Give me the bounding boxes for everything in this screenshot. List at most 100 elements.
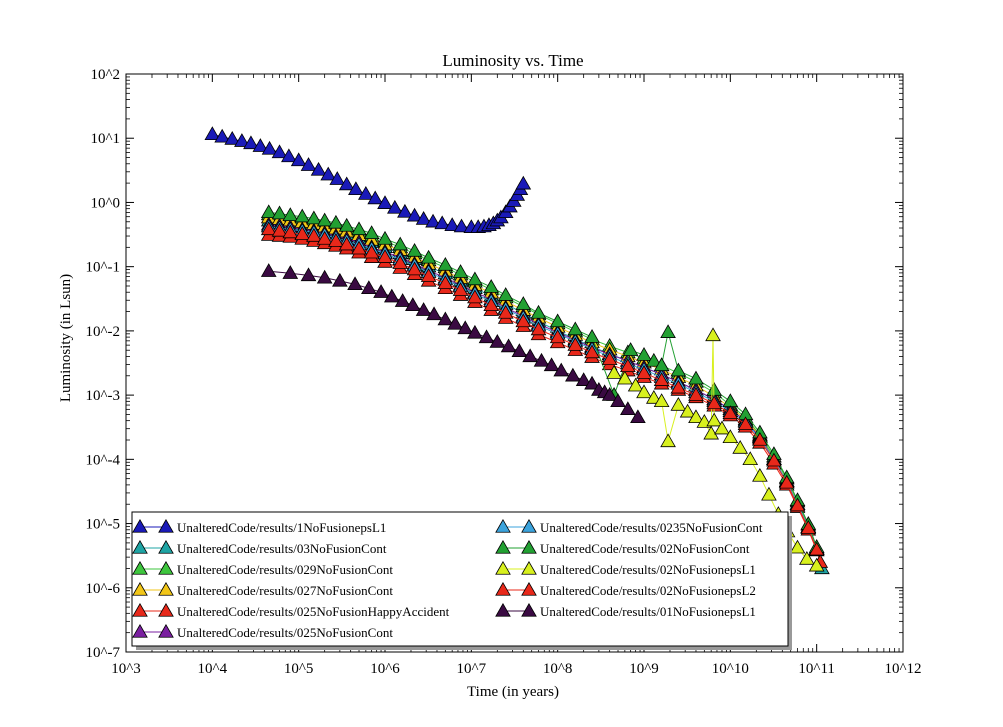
data-point: [406, 242, 423, 257]
data-point: [467, 289, 483, 304]
data-point: [386, 199, 403, 214]
data-point: [425, 213, 441, 228]
data-point: [406, 207, 423, 222]
data-point: [320, 166, 337, 181]
data-point: [789, 539, 806, 554]
legend-label: UnalteredCode/results/027NoFusionCont: [177, 583, 393, 598]
x-tick-label: 10^3: [111, 661, 141, 677]
data-point: [808, 541, 825, 556]
legend-marker: [521, 539, 537, 554]
legend-marker: [132, 602, 148, 617]
data-point: [703, 425, 720, 440]
data-point: [361, 280, 377, 294]
x-tick-label: 10^6: [370, 661, 400, 677]
chart-title: Luminosity vs. Time: [442, 51, 583, 70]
data-point: [294, 226, 311, 240]
legend-marker: [158, 581, 174, 596]
data-point: [306, 227, 322, 242]
data-point: [565, 367, 581, 382]
legend-marker: [158, 602, 174, 617]
y-tick-label: 10^-1: [85, 260, 120, 276]
data-point: [377, 195, 393, 209]
data-point: [234, 133, 250, 147]
x-tick-label: 10^12: [884, 661, 921, 677]
series-8: [606, 327, 825, 572]
data-point: [584, 329, 600, 343]
data-point: [406, 261, 423, 276]
legend-marker: [495, 518, 511, 533]
data-point: [300, 157, 317, 171]
data-point: [483, 297, 500, 311]
data-point: [260, 263, 277, 277]
data-point: [515, 296, 532, 310]
data-point: [404, 297, 421, 311]
data-point: [467, 271, 483, 286]
legend-item: UnalteredCode/results/03NoFusionCont: [132, 539, 387, 556]
x-tick-label: 10^11: [798, 661, 834, 677]
data-point: [260, 204, 277, 219]
legend-marker: [521, 602, 537, 617]
data-point: [437, 256, 454, 271]
data-point: [281, 148, 297, 163]
y-tick-label: 10^-5: [85, 517, 120, 533]
series-0: [204, 126, 532, 233]
data-point: [722, 405, 739, 420]
legend-marker: [495, 581, 511, 596]
data-point: [706, 412, 723, 427]
data-point: [415, 211, 432, 225]
data-point: [338, 217, 355, 232]
legend-item: UnalteredCode/results/1NoFusionepsL1: [132, 518, 386, 535]
data-point: [515, 175, 532, 190]
data-point: [567, 321, 584, 336]
data-point: [610, 393, 626, 407]
data-point: [500, 338, 517, 353]
x-tick-label: 10^4: [198, 661, 228, 677]
data-point: [483, 279, 500, 293]
y-tick-label: 10^-3: [85, 388, 120, 404]
data-point: [290, 152, 307, 167]
data-point: [714, 420, 730, 435]
y-tick-label: 10^-2: [85, 324, 120, 340]
data-point: [316, 212, 333, 227]
axis-ticks: 10^3 10^4 10^5 10^6 10^7 10^8 10^9 10^10 10^11 10…: [85, 67, 921, 677]
data-point: [392, 255, 409, 269]
data-point: [575, 372, 592, 386]
legend-label: UnalteredCode/results/02NoFusionepsL2: [540, 583, 756, 598]
x-tick-label: 10^5: [284, 661, 314, 677]
data-point: [752, 467, 768, 482]
legend-item: UnalteredCode/results/025NoFusionCont: [132, 623, 393, 640]
data-point: [497, 304, 514, 319]
x-tick-label: 10^10: [712, 661, 749, 677]
data-point: [567, 337, 584, 351]
data-point: [348, 181, 364, 196]
data-point: [300, 267, 317, 282]
data-point: [706, 395, 723, 410]
data-point: [737, 416, 754, 431]
legend-item: UnalteredCode/results/027NoFusionCont: [132, 581, 393, 598]
data-point: [294, 208, 311, 223]
data-point: [328, 233, 344, 247]
legend-marker: [495, 560, 511, 575]
data-point: [447, 315, 464, 330]
data-point: [789, 497, 806, 512]
data-point: [679, 403, 696, 418]
data-point: [530, 321, 547, 336]
legend-marker: [521, 518, 537, 533]
data-point: [761, 486, 777, 501]
data-point: [530, 304, 547, 319]
data-point: [800, 520, 817, 534]
data-point: [636, 347, 652, 361]
data-point: [420, 268, 437, 282]
data-point: [338, 236, 355, 251]
data-point: [688, 409, 704, 424]
data-point: [434, 215, 451, 230]
data-point: [426, 306, 442, 321]
legend-marker: [495, 539, 511, 554]
data-point: [316, 230, 333, 245]
data-point: [282, 207, 299, 221]
data-point: [377, 249, 393, 263]
legend-item: UnalteredCode/results/02NoFusionepsL1: [495, 560, 756, 577]
data-point: [584, 344, 600, 359]
legend-label: UnalteredCode/results/03NoFusionCont: [177, 541, 387, 556]
data-point: [310, 161, 327, 176]
